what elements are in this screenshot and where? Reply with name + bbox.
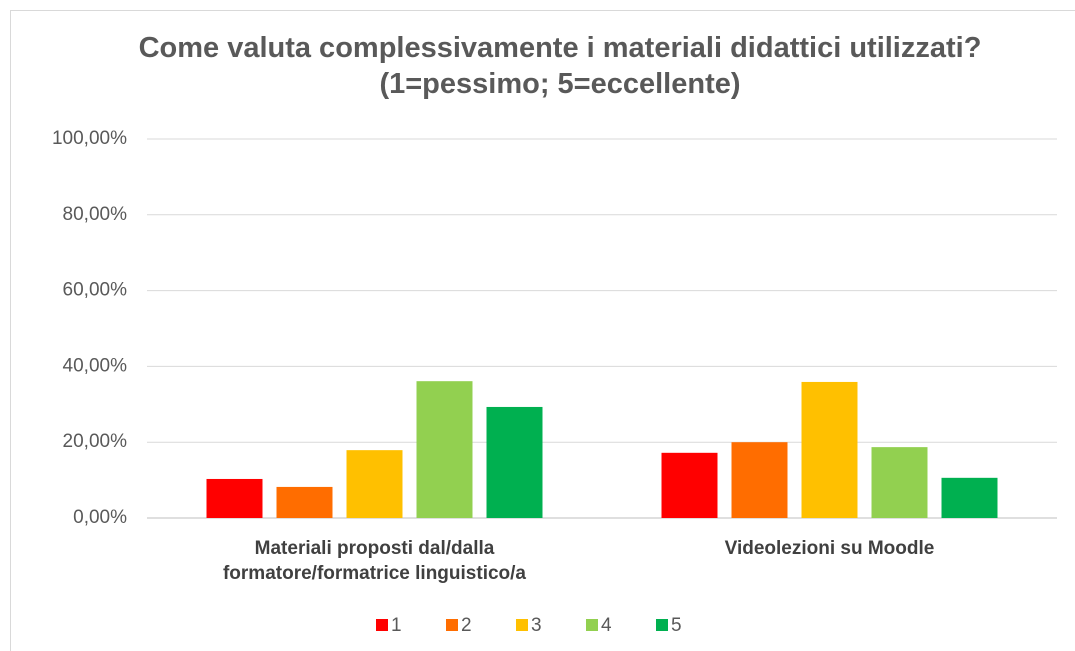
bar bbox=[276, 486, 333, 518]
bar bbox=[941, 477, 998, 518]
bar bbox=[801, 381, 858, 518]
y-tick-label: 60,00% bbox=[63, 280, 128, 301]
y-tick-label: 0,00% bbox=[73, 507, 127, 528]
y-tick-label: 40,00% bbox=[63, 355, 128, 376]
legend-swatch bbox=[656, 619, 668, 631]
chart-frame bbox=[10, 10, 1075, 651]
legend-label: 4 bbox=[601, 615, 612, 636]
bar bbox=[206, 478, 263, 518]
y-tick-label: 80,00% bbox=[63, 204, 128, 225]
legend-label: 2 bbox=[461, 615, 472, 636]
bar bbox=[486, 406, 543, 518]
bar bbox=[416, 381, 473, 518]
legend-swatch bbox=[376, 619, 388, 631]
y-tick-label: 20,00% bbox=[63, 431, 128, 452]
legend-swatch bbox=[586, 619, 598, 631]
bar bbox=[731, 442, 788, 518]
legend-label: 5 bbox=[671, 615, 682, 636]
x-tick-label: Videolezioni su Moodle bbox=[724, 538, 935, 559]
x-tick-label: Materiali proposti dal/dalla formatore/f… bbox=[222, 538, 526, 584]
y-tick-label: 100,00% bbox=[52, 128, 127, 149]
bar bbox=[871, 447, 928, 518]
chart-title: Come valuta complessivamente i materiali… bbox=[138, 32, 982, 100]
bar bbox=[346, 450, 403, 518]
legend-swatch bbox=[446, 619, 458, 631]
bar bbox=[661, 452, 718, 518]
legend-label: 1 bbox=[391, 615, 402, 636]
legend-swatch bbox=[516, 619, 528, 631]
legend-label: 3 bbox=[531, 615, 542, 636]
